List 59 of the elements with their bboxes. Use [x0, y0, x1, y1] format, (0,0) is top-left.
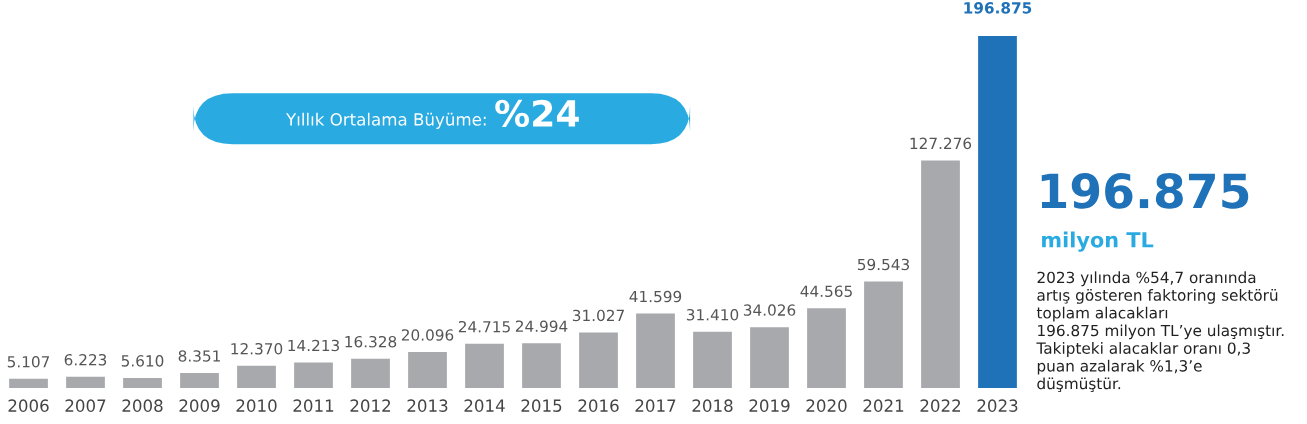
x-tick-label: 2023	[977, 399, 1018, 412]
annotation: %24	[495, 99, 579, 128]
data-label: 20.096	[401, 329, 454, 341]
bar	[807, 308, 846, 388]
x-tick-label: 2009	[179, 399, 220, 412]
x-tick-label: 2012	[350, 399, 391, 412]
x-tick-label: 2014	[464, 399, 505, 412]
bar	[408, 352, 447, 388]
data-label: 5.107	[7, 355, 50, 368]
data-label: 31.410	[686, 308, 739, 321]
x-tick-label: 2020	[806, 399, 847, 412]
data-label: 41.599	[629, 290, 682, 303]
x-tick-label: 2006	[8, 399, 49, 412]
text: 2023 yılında %54,7 oranında artış gösteren faktoring sektörü toplam alacakları 196.875 milyon TL’ye ulaşmıştır. Takipteki alacaklar oranı 0,3 puan azalarak %1,3’e düşmüştür.	[1036, 271, 1284, 393]
x-tick-label: 2010	[236, 399, 277, 412]
x-tick-label: 2021	[863, 399, 904, 412]
data-label: 34.026	[743, 304, 796, 316]
bar	[522, 343, 561, 388]
data-label: 127.276	[910, 137, 972, 150]
bar	[579, 332, 618, 388]
x-tick-label: 2022	[920, 399, 961, 412]
bar	[66, 376, 105, 388]
bar	[978, 36, 1017, 388]
data-label: 14.213	[288, 339, 339, 352]
x-tick-label: 2013	[407, 399, 448, 412]
x-tick-label: 2015	[521, 399, 562, 412]
bar	[750, 327, 789, 388]
data-label: 196.875	[964, 2, 1032, 14]
bar	[123, 377, 162, 388]
bar	[294, 362, 333, 388]
data-label: 24.994	[515, 320, 568, 332]
annotation: Yıllık Ortalama Büyüme:	[285, 112, 486, 129]
x-tick-label: 2016	[578, 399, 619, 412]
data-label: 31.027	[572, 309, 624, 322]
bar	[693, 331, 732, 388]
bar	[864, 281, 903, 388]
data-label: 6.223	[64, 353, 107, 366]
data-label: 5.610	[121, 355, 164, 367]
bar	[237, 365, 276, 388]
x-tick-label: 2008	[122, 399, 163, 412]
data-label: 24.715	[458, 320, 510, 333]
data-label: 8.351	[178, 350, 220, 362]
bar	[351, 358, 390, 388]
data-label: 16.328	[345, 335, 397, 348]
bar	[180, 373, 219, 388]
x-tick-label: 2019	[749, 399, 790, 412]
bar	[921, 160, 960, 388]
x-tick-label: 2017	[635, 399, 676, 412]
x-tick-label: 2007	[65, 399, 106, 412]
x-tick-label: 2018	[692, 399, 733, 412]
x-tick-label: 2011	[293, 399, 334, 412]
text: 196.875	[1041, 173, 1249, 209]
bar	[636, 313, 675, 388]
data-label: 44.565	[800, 285, 852, 298]
bar	[465, 343, 504, 388]
text: milyon TL	[1042, 231, 1154, 252]
bar	[9, 378, 48, 388]
data-label: 59.543	[857, 258, 909, 271]
data-label: 12.370	[231, 343, 283, 355]
